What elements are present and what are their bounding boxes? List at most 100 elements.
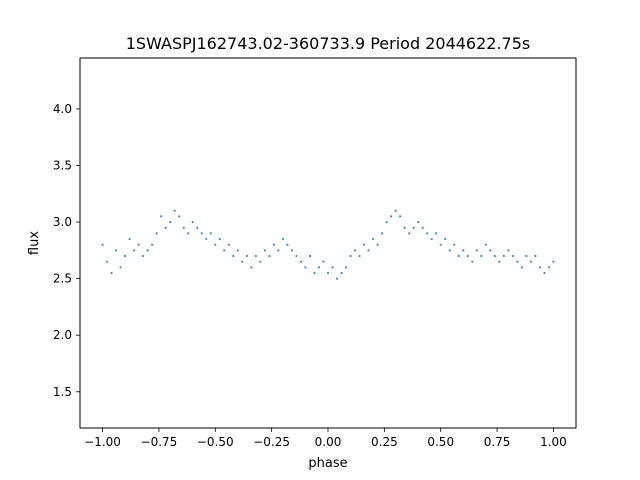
data-point bbox=[133, 249, 136, 252]
data-point bbox=[101, 243, 104, 246]
data-point bbox=[259, 260, 262, 263]
x-tick-label: 0.00 bbox=[315, 435, 342, 449]
data-point bbox=[227, 243, 230, 246]
data-point bbox=[250, 266, 253, 269]
data-point bbox=[295, 254, 298, 258]
y-tick-label: 2.0 bbox=[53, 328, 72, 342]
data-point bbox=[462, 249, 465, 252]
y-tick-label: 4.0 bbox=[53, 102, 72, 116]
data-point bbox=[520, 266, 523, 269]
data-point bbox=[313, 271, 316, 275]
data-point bbox=[466, 254, 469, 258]
data-point bbox=[489, 249, 492, 252]
data-point bbox=[439, 243, 442, 246]
y-tick-label: 1.5 bbox=[53, 385, 72, 399]
data-point bbox=[254, 254, 257, 258]
data-point bbox=[281, 237, 285, 241]
data-point bbox=[286, 243, 289, 246]
data-point bbox=[169, 220, 172, 224]
data-point bbox=[263, 249, 266, 252]
data-point bbox=[268, 254, 271, 258]
data-point bbox=[114, 249, 118, 252]
data-point bbox=[371, 237, 375, 241]
data-point bbox=[529, 260, 533, 263]
data-point bbox=[367, 249, 370, 252]
data-point bbox=[344, 266, 348, 269]
data-point bbox=[146, 249, 149, 252]
data-point bbox=[191, 220, 194, 224]
data-point bbox=[182, 226, 185, 229]
data-point bbox=[236, 249, 239, 252]
data-point bbox=[160, 215, 163, 218]
data-point bbox=[349, 254, 352, 258]
data-point bbox=[272, 243, 275, 246]
data-point bbox=[326, 271, 330, 275]
x-tick-label: −0.25 bbox=[253, 435, 290, 449]
data-point bbox=[105, 260, 109, 263]
data-point bbox=[214, 243, 217, 246]
data-point bbox=[178, 215, 181, 218]
data-point bbox=[128, 237, 131, 241]
data-point bbox=[335, 277, 339, 280]
x-tick-label: −1.00 bbox=[84, 435, 121, 449]
data-point bbox=[200, 232, 203, 235]
data-point bbox=[547, 266, 551, 269]
data-point bbox=[475, 249, 478, 252]
data-point bbox=[484, 243, 487, 246]
data-point bbox=[277, 249, 280, 252]
data-point bbox=[448, 249, 451, 252]
data-point bbox=[471, 260, 474, 263]
data-point bbox=[390, 215, 393, 218]
data-point bbox=[151, 243, 154, 246]
data-point bbox=[299, 260, 303, 263]
data-point bbox=[502, 254, 505, 258]
data-point bbox=[552, 260, 555, 263]
y-tick-label: 2.5 bbox=[53, 272, 72, 286]
data-point bbox=[119, 266, 122, 269]
data-point bbox=[543, 271, 546, 275]
data-point bbox=[173, 209, 176, 212]
data-point bbox=[376, 243, 379, 246]
data-point bbox=[421, 226, 424, 229]
data-point bbox=[353, 249, 357, 252]
y-tick-label: 3.5 bbox=[53, 158, 72, 172]
y-axis-label: flux bbox=[27, 231, 42, 255]
data-point bbox=[245, 254, 248, 258]
data-point bbox=[205, 237, 208, 241]
data-point bbox=[507, 249, 510, 252]
data-point bbox=[525, 254, 528, 258]
data-point bbox=[385, 220, 388, 224]
data-point bbox=[232, 254, 235, 258]
chart-title: 1SWASPJ162743.02-360733.9 Period 2044622… bbox=[126, 34, 531, 53]
data-point bbox=[241, 260, 244, 263]
data-point bbox=[155, 232, 158, 235]
data-point bbox=[123, 254, 127, 258]
data-point bbox=[498, 260, 501, 263]
data-point bbox=[218, 237, 221, 241]
data-point bbox=[142, 254, 145, 258]
data-point bbox=[444, 237, 447, 241]
data-point bbox=[362, 243, 366, 246]
data-point bbox=[453, 243, 456, 246]
data-point bbox=[223, 249, 226, 252]
x-tick-label: 0.25 bbox=[371, 435, 398, 449]
data-point bbox=[408, 232, 411, 235]
data-point bbox=[412, 226, 415, 229]
data-point bbox=[403, 226, 406, 229]
data-point bbox=[538, 266, 542, 269]
data-point bbox=[435, 232, 438, 235]
data-point bbox=[317, 266, 321, 269]
data-point bbox=[493, 254, 496, 258]
data-point bbox=[322, 260, 325, 263]
x-tick-label: 0.75 bbox=[484, 435, 511, 449]
data-point bbox=[290, 249, 294, 252]
data-point bbox=[196, 226, 199, 229]
data-point bbox=[394, 209, 397, 212]
x-tick-label: 1.00 bbox=[540, 435, 567, 449]
data-point bbox=[516, 260, 519, 263]
data-point bbox=[308, 254, 312, 258]
data-point bbox=[331, 266, 334, 269]
y-tick-label: 3.0 bbox=[53, 215, 72, 229]
